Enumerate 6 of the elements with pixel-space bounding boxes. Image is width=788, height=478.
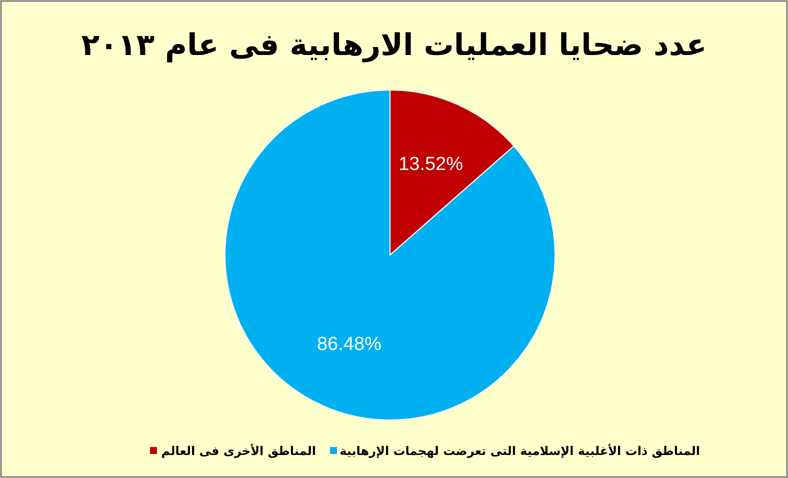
legend-label: المناطق الأخرى فى العالم: [161, 443, 316, 458]
pie-slice: [224, 90, 556, 420]
data-label: 13.52%: [398, 154, 464, 175]
chart-title: عدد ضحايا العمليات الارهابية فى عام ٢٠١٣: [81, 28, 707, 63]
legend-label: المناطق ذات الأغلبية الإسلامية التى تعرضت لهجمات الإرهابية: [340, 443, 700, 458]
data-label: 86.48%: [316, 334, 382, 356]
